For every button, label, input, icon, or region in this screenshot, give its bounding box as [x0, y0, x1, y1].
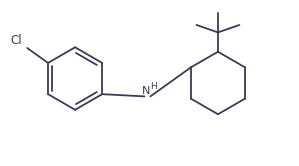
Text: N: N [142, 86, 151, 96]
Text: Cl: Cl [10, 34, 22, 47]
Text: H: H [150, 82, 157, 91]
